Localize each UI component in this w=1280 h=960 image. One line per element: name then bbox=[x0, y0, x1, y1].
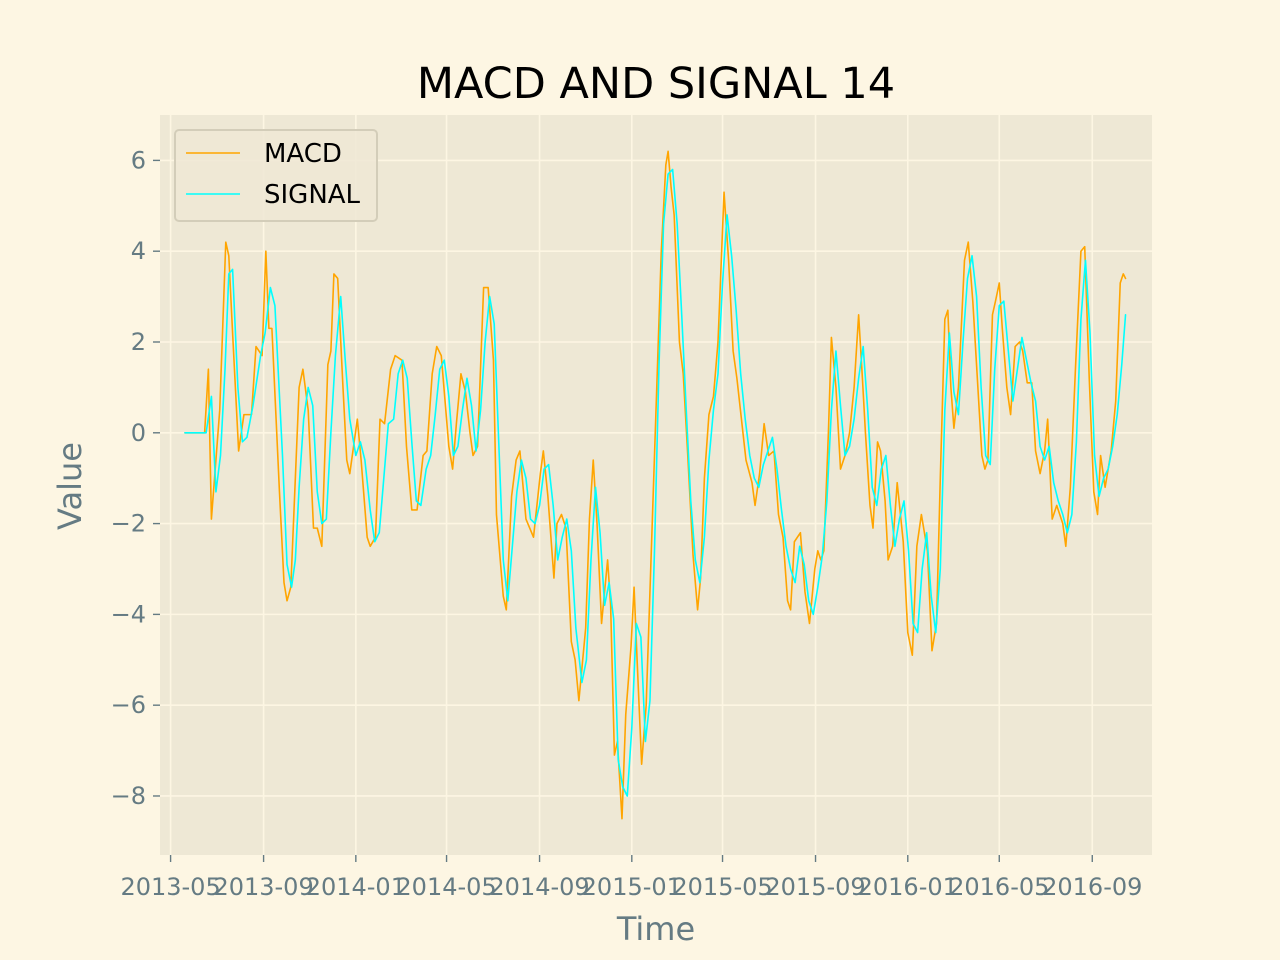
y-tick-label: 2 bbox=[131, 328, 146, 356]
legend-label-signal: SIGNAL bbox=[264, 180, 361, 210]
y-axis-ticks: −8 −6 −4 −2 0 2 4 6 bbox=[111, 146, 160, 810]
x-tick-label: 2013-05 bbox=[120, 873, 220, 901]
x-axis-label: Time bbox=[616, 910, 695, 948]
x-tick-label: 2013-09 bbox=[213, 873, 313, 901]
y-tick-label: −8 bbox=[111, 782, 146, 810]
x-tick-label: 2016-05 bbox=[949, 873, 1049, 901]
y-tick-label: 4 bbox=[131, 237, 146, 265]
x-axis-ticks: 2013-052013-092014-012014-052014-092015-… bbox=[120, 855, 1142, 901]
x-tick-label: 2014-09 bbox=[489, 873, 589, 901]
x-tick-label: 2015-09 bbox=[765, 873, 865, 901]
legend-label-macd: MACD bbox=[264, 139, 342, 169]
y-tick-label: 0 bbox=[131, 419, 146, 447]
x-tick-label: 2014-05 bbox=[396, 873, 496, 901]
y-tick-label: −6 bbox=[111, 691, 146, 719]
chart-title: MACD AND SIGNAL 14 bbox=[417, 59, 895, 109]
legend: MACD SIGNAL bbox=[174, 129, 378, 222]
x-tick-label: 2016-01 bbox=[858, 873, 958, 901]
grid-lines bbox=[160, 115, 1152, 855]
y-tick-label: 6 bbox=[131, 146, 146, 174]
x-tick-label: 2015-05 bbox=[672, 873, 772, 901]
x-tick-label: 2014-01 bbox=[306, 873, 406, 901]
y-tick-label: −4 bbox=[111, 600, 146, 628]
y-tick-label: −2 bbox=[111, 510, 146, 538]
series-line-macd bbox=[184, 150, 1127, 820]
series-line-signal bbox=[184, 168, 1127, 797]
y-axis-label: Value bbox=[51, 442, 89, 530]
x-tick-label: 2015-01 bbox=[582, 873, 682, 901]
x-tick-label: 2016-09 bbox=[1042, 873, 1142, 901]
series-layer bbox=[184, 150, 1127, 820]
